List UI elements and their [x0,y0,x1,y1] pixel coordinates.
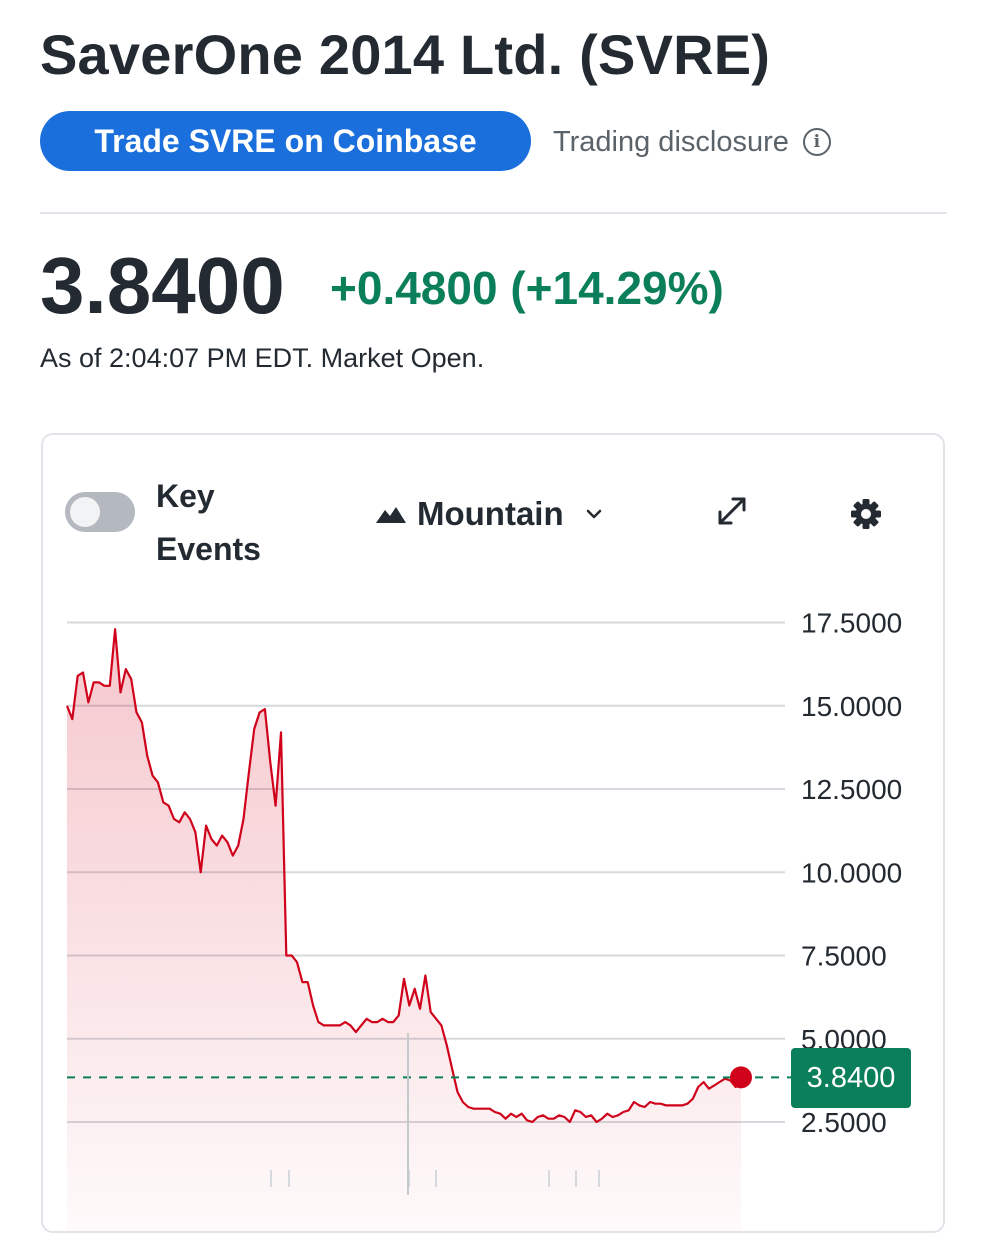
chart-type-label: Mountain [417,495,564,532]
chart-card: Key Events Mountain [41,433,945,1233]
page-title: SaverOne 2014 Ltd. (SVRE) [40,23,771,86]
toggle-knob [70,497,100,527]
price-area-fill [67,629,741,1231]
expand-icon[interactable] [715,494,749,528]
key-events-label: Key Events [156,478,261,567]
current-price-badge: 3.8400 [791,1048,911,1108]
trading-disclosure-label: Trading disclosure [553,125,789,158]
y-tick-label: 12.5000 [801,774,902,805]
y-tick-label: 2.5000 [801,1107,887,1138]
y-tick-label: 10.0000 [801,857,902,888]
chart-type-dropdown[interactable]: Mountain [375,492,606,536]
info-icon[interactable]: i [802,128,831,156]
y-tick-label: 15.0000 [801,691,902,722]
market-status-timestamp: As of 2:04:07 PM EDT. Market Open. [40,343,485,373]
price-change: +0.4800 (+14.29%) [330,262,724,314]
y-tick-label: 17.5000 [801,608,902,639]
trade-on-coinbase-button[interactable]: Trade SVRE on Coinbase [40,111,531,171]
price-chart[interactable]: 17.500015.000012.500010.00007.50005.0000… [43,435,945,1233]
key-events-toggle[interactable] [65,492,135,532]
mountain-icon [376,507,406,523]
chevron-down-icon [586,509,601,519]
gear-icon[interactable] [846,494,886,534]
y-tick-label: 7.5000 [801,941,887,972]
current-price-point [730,1066,752,1089]
header-divider [40,212,947,214]
current-price: 3.8400 [40,241,285,330]
trading-disclosure-link[interactable]: Trading disclosure i [553,122,831,162]
price-line [65,628,742,1124]
